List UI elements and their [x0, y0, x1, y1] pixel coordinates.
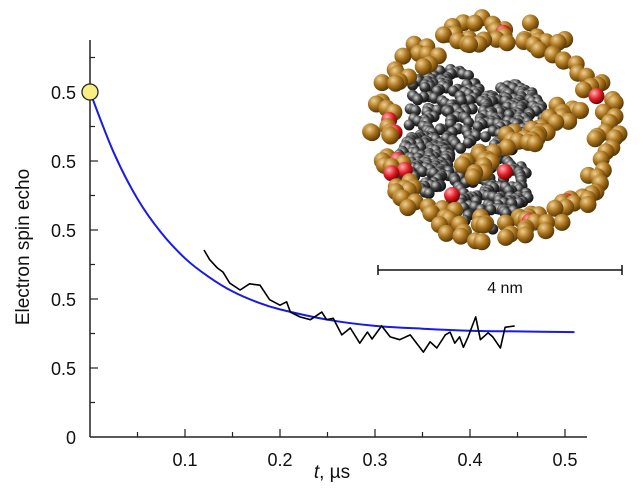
core-atom: [419, 81, 431, 93]
y-tick-label: 0: [66, 428, 76, 448]
ligand-atom: [521, 14, 539, 32]
ligand-atom: [516, 226, 534, 244]
x-tick-label: 0.2: [267, 450, 292, 470]
y-tick-label: 0.5: [51, 152, 76, 172]
ligand-atom: [464, 168, 482, 186]
scale-bar-label: 4 nm: [487, 280, 523, 297]
ligand-atom: [363, 124, 381, 142]
start-marker: [81, 83, 99, 101]
core-atom: [464, 94, 476, 106]
ligand-atom: [537, 222, 555, 240]
oxygen-atom: [383, 165, 400, 182]
ligand-atom: [553, 213, 571, 231]
measured-curve: [203, 249, 515, 353]
ligand-atom: [572, 102, 589, 119]
core-atom: [417, 166, 428, 178]
ligand-atom: [414, 58, 432, 76]
axes: 0.1 0.2 0.3 0.4 0.5 0 0.5 0.5 0.5 0.5 0.5: [51, 40, 587, 470]
core-atom: [480, 131, 491, 143]
oxygen-atom: [444, 187, 460, 203]
ligand-atom: [452, 227, 470, 245]
y-axis-label: Electron spin echo: [13, 169, 34, 325]
ligand-atom: [560, 112, 578, 130]
ligand-atom: [526, 135, 544, 153]
core-atom: [463, 70, 474, 81]
ligand-atom: [394, 47, 412, 65]
y-tick-label: 0.5: [51, 221, 76, 241]
core-atom: [455, 142, 467, 154]
ligand-atom: [530, 41, 548, 59]
core-atom: [403, 119, 415, 131]
ligand-atom: [373, 74, 391, 92]
fit-curve: [89, 91, 575, 334]
ligand-atom: [546, 199, 564, 217]
oxygen-atom: [588, 88, 605, 105]
ligand-atom: [387, 74, 405, 92]
ligand-atom: [435, 26, 452, 44]
series-group: [81, 83, 575, 353]
core-atom: [412, 94, 424, 106]
y-tick-label: 0.5: [51, 290, 76, 310]
ligand-atom: [498, 138, 516, 156]
x-tick-label: 0.3: [362, 450, 387, 470]
ligand-atom: [497, 228, 515, 246]
ligand-atom: [399, 199, 417, 217]
ligand-atom: [461, 36, 478, 54]
core-atom: [423, 188, 435, 199]
ligand-atom: [586, 130, 604, 148]
x-tick-label: 0.5: [552, 450, 577, 470]
ligand-atom: [437, 224, 455, 242]
ligand-atom: [382, 127, 400, 145]
oxygen-atom: [497, 164, 513, 180]
molecule-inset: [362, 9, 628, 251]
x-tick-label: 0.1: [172, 450, 197, 470]
ligand-atom: [575, 81, 592, 99]
ligand-atom: [466, 14, 484, 32]
ligand-atom: [606, 94, 624, 112]
x-axis-label: t, µs: [314, 462, 350, 483]
x-tick-label: 0.4: [457, 450, 482, 470]
y-tick-label: 0.5: [51, 359, 76, 379]
ligand-atom: [579, 196, 597, 213]
ligand-atom: [498, 34, 516, 52]
ligand-atom: [475, 216, 493, 234]
core-atom: [430, 181, 442, 193]
ligand-atom: [453, 156, 471, 174]
y-tick-label: 0.5: [51, 83, 76, 103]
ligand-atom: [473, 233, 491, 251]
ligand-atom: [555, 52, 572, 70]
